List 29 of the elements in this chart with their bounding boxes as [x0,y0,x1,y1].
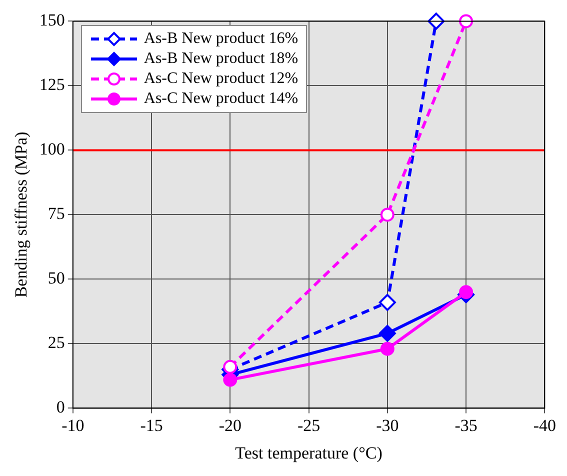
point [459,14,474,28]
x-tick-label: -20 [218,416,242,435]
x-tick-label: -30 [376,416,399,435]
y-tick-label: 125 [39,75,65,94]
point [380,208,394,222]
y-tick-label: 75 [48,204,65,224]
x-tick-label: -25 [297,416,320,435]
legend-label: As-C New product 14% [144,90,298,108]
x-axis-title: Test temperature (°C) [235,443,382,462]
legend-label: As-C New product 12% [144,70,298,88]
y-tick-label: 0 [56,398,65,417]
point [378,324,396,342]
x-tick-label: -35 [454,416,478,435]
y-tick-label: 150 [39,10,65,30]
point [459,285,474,300]
x-tick-label: -40 [533,416,556,435]
point [428,12,445,30]
x-tick-label: -15 [140,416,163,435]
legend-label: As-B New product 18% [144,50,298,68]
y-tick-label: 50 [48,268,65,288]
point [380,342,394,356]
y-tick-label: 25 [48,333,65,352]
point [223,372,238,387]
point [223,360,238,374]
legend-label: As-B New product 16% [144,30,298,48]
x-tick-label: -10 [62,416,84,435]
y-axis-title: Bending stiffness (MPa) [12,132,31,298]
y-tick-label: 100 [39,140,65,159]
point [378,294,396,311]
